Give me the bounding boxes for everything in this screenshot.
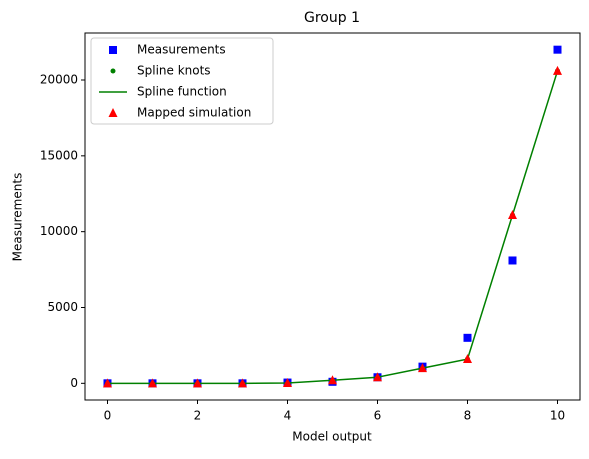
legend-swatch [108, 108, 118, 117]
data-point [283, 378, 292, 388]
data-point [193, 378, 202, 388]
legend-label: Mapped simulation [137, 106, 251, 120]
data-point [553, 65, 562, 75]
x-tick-label: 6 [374, 409, 382, 423]
data-point [508, 209, 517, 219]
data-point [463, 333, 472, 342]
x-axis-label: Model output [292, 430, 372, 444]
y-tick-label: 15000 [40, 148, 78, 162]
data-point [373, 372, 382, 382]
legend-swatch [109, 46, 117, 54]
plot-frame [84, 32, 581, 401]
data-point [148, 378, 157, 388]
x-tick-label: 0 [104, 409, 112, 423]
data-point [553, 45, 562, 54]
legend-swatch [110, 68, 116, 74]
x-tick-label: 2 [194, 409, 202, 423]
y-tick-label: 10000 [40, 224, 78, 238]
data-point [238, 378, 247, 388]
x-tick-label: 4 [284, 409, 292, 423]
chart-title: Group 1 [304, 10, 360, 26]
y-tick-label: 0 [70, 376, 78, 390]
x-tick-label: 8 [464, 409, 472, 423]
legend-label: Spline knots [137, 64, 211, 78]
x-tick-label: 10 [550, 409, 565, 423]
legend-label: Measurements [137, 43, 226, 57]
data-point [463, 354, 472, 364]
data-point [103, 378, 112, 388]
y-axis-label: Measurements [11, 173, 25, 262]
legend-box [90, 37, 274, 125]
y-tick-label: 20000 [40, 73, 78, 87]
data-point [328, 375, 337, 385]
data-point [418, 363, 427, 373]
data-point [508, 256, 517, 265]
y-tick-label: 5000 [47, 300, 78, 314]
legend-label: Spline function [137, 85, 227, 99]
